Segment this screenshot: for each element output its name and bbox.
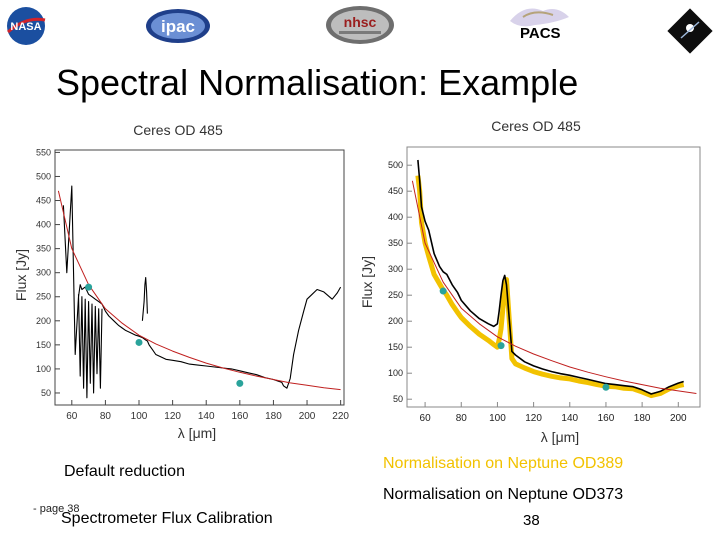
right-y-tick-label: 350	[388, 238, 403, 248]
left-marker-point	[85, 283, 93, 291]
left-series-spectrum	[62, 185, 342, 389]
right-x-tick-label: 80	[456, 413, 468, 424]
right-marker-point	[439, 287, 447, 295]
right-series-spectrum	[417, 159, 684, 395]
left-y-tick-label: 350	[36, 244, 51, 254]
page-number: 38	[523, 512, 540, 529]
left-plot-frame	[54, 149, 345, 406]
esa-logo-beam	[680, 21, 700, 39]
right-y-tick-label: 300	[388, 264, 403, 274]
left-x-tick-label: 80	[100, 411, 112, 422]
left-marker-point	[135, 338, 143, 346]
right-x-tick-label: 160	[598, 413, 615, 424]
right-y-tick-label: 150	[388, 342, 403, 352]
right-y-tick-label: 200	[388, 316, 403, 326]
left-y-tick-label: 450	[36, 196, 51, 206]
pacs-label: PACS	[520, 25, 561, 42]
left-x-tick-label: 200	[299, 411, 316, 422]
left-x-tick-label: 160	[231, 411, 248, 422]
left-series-spectrum-segment	[141, 276, 148, 321]
left-y-tick-label: 250	[36, 292, 51, 302]
nasa-logo-text: NASA	[10, 21, 41, 33]
right-chart-x-label: λ [μm]	[541, 429, 579, 445]
left-y-tick-label: 500	[36, 171, 51, 181]
caption-normalisation-od373: Normalisation on Neptune OD373	[383, 486, 624, 503]
right-x-tick-label: 140	[561, 413, 578, 424]
right-chart-y-label: Flux [Jy]	[360, 256, 375, 308]
right-y-tick-label: 450	[388, 186, 403, 196]
left-marker-point	[236, 379, 244, 387]
left-x-tick-label: 140	[198, 411, 215, 422]
nhsc-logo-text: nhsc	[344, 14, 377, 30]
left-series-model	[57, 190, 341, 391]
right-x-tick-label: 100	[489, 413, 506, 424]
left-chart-title: Ceres OD 485	[133, 122, 223, 138]
left-y-tick-label: 50	[41, 388, 51, 398]
left-x-tick-label: 120	[164, 411, 181, 422]
left-y-tick-label: 200	[36, 316, 51, 326]
caption-normalisation-od389: Normalisation on Neptune OD389	[383, 455, 624, 472]
left-chart-y-label: Flux [Jy]	[13, 249, 29, 301]
left-y-tick-label: 150	[36, 340, 51, 350]
nhsc-logo-subtitle-bar	[339, 31, 381, 34]
ipac-logo: ipac	[146, 9, 210, 43]
ipac-logo-inner	[151, 13, 205, 39]
nasa-logo-disc	[7, 7, 45, 45]
right-marker-point	[497, 342, 505, 350]
right-y-tick-label: 500	[388, 160, 403, 170]
right-y-tick-label: 250	[388, 290, 403, 300]
esa-herschel-logo	[667, 8, 713, 54]
left-y-tick-label: 400	[36, 220, 51, 230]
esa-logo-star	[686, 24, 694, 32]
left-chart-x-label: λ [μm]	[178, 425, 216, 441]
right-y-tick-label: 400	[388, 212, 403, 222]
left-x-tick-label: 180	[265, 411, 282, 422]
left-spectrum-chart: Ceres OD 485 Flux [Jy] λ [μm] 60 80 100 120…	[13, 122, 349, 441]
left-series-spectrum-segment	[77, 294, 103, 399]
right-chart-title: Ceres OD 485	[491, 118, 581, 134]
nasa-logo-swoosh	[7, 17, 46, 34]
slide-title: Spectral Normalisation: Example	[56, 62, 579, 103]
nhsc-logo: nhsc	[326, 6, 394, 44]
footer-title: Spectrometer Flux Calibration	[61, 510, 273, 527]
left-y-tick-label: 550	[36, 147, 51, 157]
left-x-tick-label: 220	[332, 411, 349, 422]
ipac-logo-text: ipac	[161, 17, 195, 36]
right-plot-frame	[406, 146, 701, 408]
right-x-tick-label: 180	[634, 413, 651, 424]
left-y-tick-label: 300	[36, 268, 51, 278]
right-series-model	[411, 180, 697, 394]
herschel-cloud	[510, 8, 569, 27]
right-y-tick-label: 100	[388, 368, 403, 378]
nasa-logo: NASA	[7, 7, 46, 45]
right-marker-point	[602, 383, 610, 391]
right-spectrum-chart: Ceres OD 485 Flux [Jy] λ [μm] 60 80 100 120…	[360, 118, 701, 445]
left-x-tick-label: 100	[131, 411, 148, 422]
right-x-tick-label: 200	[670, 413, 687, 424]
herschel-swirl	[522, 11, 554, 18]
right-x-tick-label: 120	[525, 413, 542, 424]
caption-default-reduction: Default reduction	[64, 463, 185, 480]
left-x-tick-label: 60	[66, 411, 78, 422]
right-y-tick-label: 50	[393, 394, 403, 404]
herschel-pacs-graphic	[510, 8, 569, 27]
left-y-tick-label: 100	[36, 364, 51, 374]
footer-page-small: - page 38	[33, 503, 80, 515]
right-series-spectrum-normalised	[415, 175, 685, 399]
right-x-tick-label: 60	[420, 413, 432, 424]
